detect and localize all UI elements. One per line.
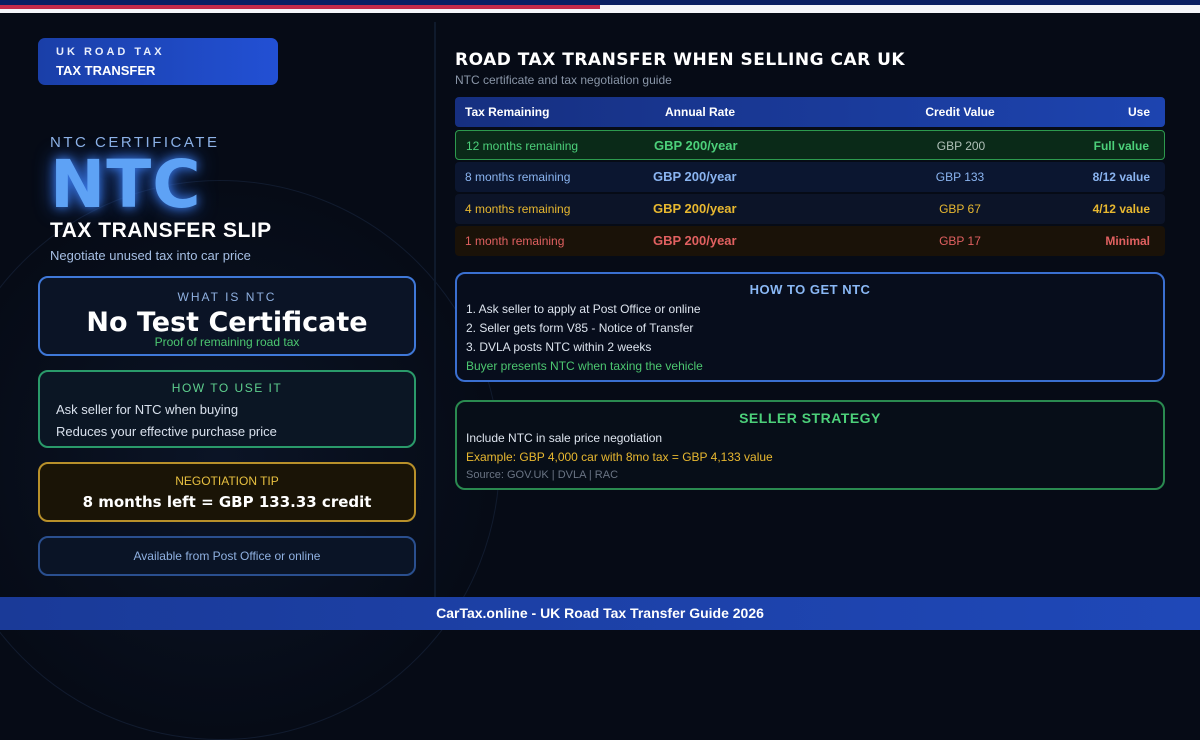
flag-stripe-white bbox=[0, 5, 1200, 13]
cell-remaining: 8 months remaining bbox=[465, 170, 571, 184]
availability-card: Available from Post Office or online bbox=[38, 536, 416, 576]
step-item: 1. Ask seller to apply at Post Office or… bbox=[466, 302, 701, 316]
header-use: Use bbox=[1127, 105, 1150, 119]
tip-text: 8 months left = GBP 133.33 credit bbox=[82, 493, 372, 511]
column-divider bbox=[434, 22, 436, 597]
hero-big-text: NTC bbox=[50, 146, 202, 223]
cell-credit: GBP 133 bbox=[935, 170, 985, 184]
cell-credit: GBP 17 bbox=[939, 234, 981, 248]
list-item: Ask seller for NTC when buying bbox=[56, 402, 239, 417]
page-subtitle: NTC certificate and tax negotiation guid… bbox=[455, 73, 672, 87]
step-item: 3. DVLA posts NTC within 2 weeks bbox=[466, 340, 652, 354]
cell-rate: GBP 200/year bbox=[653, 233, 737, 248]
table-row: 8 months remaining GBP 200/year GBP 133 … bbox=[455, 162, 1165, 192]
table-row: 12 months remaining GBP 200/year GBP 200… bbox=[455, 130, 1165, 160]
flag-stripe-red bbox=[0, 5, 600, 9]
negotiation-tip-card: NEGOTIATION TIP 8 months left = GBP 133.… bbox=[38, 462, 416, 522]
card-title: No Test Certificate bbox=[86, 307, 368, 338]
badge-line-2: TAX TRANSFER bbox=[56, 63, 156, 78]
cell-rate: GBP 200/year bbox=[653, 169, 737, 184]
cell-use: 4/12 value bbox=[1092, 202, 1150, 216]
cell-remaining: 12 months remaining bbox=[466, 139, 579, 153]
page-title: ROAD TAX TRANSFER WHEN SELLING CAR UK bbox=[455, 50, 906, 70]
strategy-example: Example: GBP 4,000 car with 8mo tax = GB… bbox=[466, 450, 773, 464]
header-annual-rate: Annual Rate bbox=[665, 105, 736, 119]
table-row: 1 month remaining GBP 200/year GBP 17 Mi… bbox=[455, 226, 1165, 256]
hero-title: TAX TRANSFER SLIP bbox=[50, 219, 272, 242]
step-item: 2. Seller gets form V85 - Notice of Tran… bbox=[466, 321, 694, 335]
seller-strategy-card: SELLER STRATEGY Include NTC in sale pric… bbox=[455, 400, 1165, 490]
card-heading: SELLER STRATEGY bbox=[739, 410, 881, 426]
card-heading: HOW TO GET NTC bbox=[749, 282, 871, 297]
card-heading: NEGOTIATION TIP bbox=[175, 474, 279, 488]
card-heading: WHAT IS NTC bbox=[177, 290, 277, 304]
header-credit-value: Credit Value bbox=[925, 105, 995, 119]
step-note: Buyer presents NTC when taxing the vehic… bbox=[466, 359, 703, 373]
cell-use: Minimal bbox=[1105, 234, 1150, 248]
card-heading: HOW TO USE IT bbox=[171, 381, 283, 395]
strategy-text: Include NTC in sale price negotiation bbox=[466, 431, 663, 445]
hero-eyebrow: NTC CERTIFICATE bbox=[50, 134, 220, 151]
cell-credit: GBP 200 bbox=[936, 139, 986, 153]
background-circle bbox=[0, 180, 500, 740]
cell-remaining: 4 months remaining bbox=[465, 202, 571, 216]
cell-rate: GBP 200/year bbox=[653, 201, 737, 216]
hero-subtitle: Negotiate unused tax into car price bbox=[50, 248, 251, 263]
how-to-use-card: HOW TO USE IT Ask seller for NTC when bu… bbox=[38, 370, 416, 448]
list-item: Reduces your effective purchase price bbox=[56, 424, 277, 439]
flag-stripe-navy bbox=[0, 0, 1200, 5]
card-note: Proof of remaining road tax bbox=[154, 335, 300, 349]
how-to-get-ntc-card: HOW TO GET NTC 1. Ask seller to apply at… bbox=[455, 272, 1165, 382]
header-tax-remaining: Tax Remaining bbox=[465, 105, 550, 119]
table-row: 4 months remaining GBP 200/year GBP 67 4… bbox=[455, 194, 1165, 224]
category-badge: UK ROAD TAX TAX TRANSFER bbox=[38, 38, 278, 85]
table-header: Tax Remaining Annual Rate Credit Value U… bbox=[455, 97, 1165, 127]
badge-line-1: UK ROAD TAX bbox=[56, 46, 165, 58]
cell-credit: GBP 67 bbox=[939, 202, 981, 216]
cell-remaining: 1 month remaining bbox=[465, 234, 565, 248]
cell-rate: GBP 200/year bbox=[654, 138, 738, 153]
cell-use: 8/12 value bbox=[1092, 170, 1150, 184]
cell-use: Full value bbox=[1093, 139, 1149, 153]
source-note: Source: GOV.UK | DVLA | RAC bbox=[466, 469, 619, 481]
what-is-ntc-card: WHAT IS NTC No Test Certificate Proof of… bbox=[38, 276, 416, 356]
footer-banner: CarTax.online - UK Road Tax Transfer Gui… bbox=[0, 597, 1200, 630]
